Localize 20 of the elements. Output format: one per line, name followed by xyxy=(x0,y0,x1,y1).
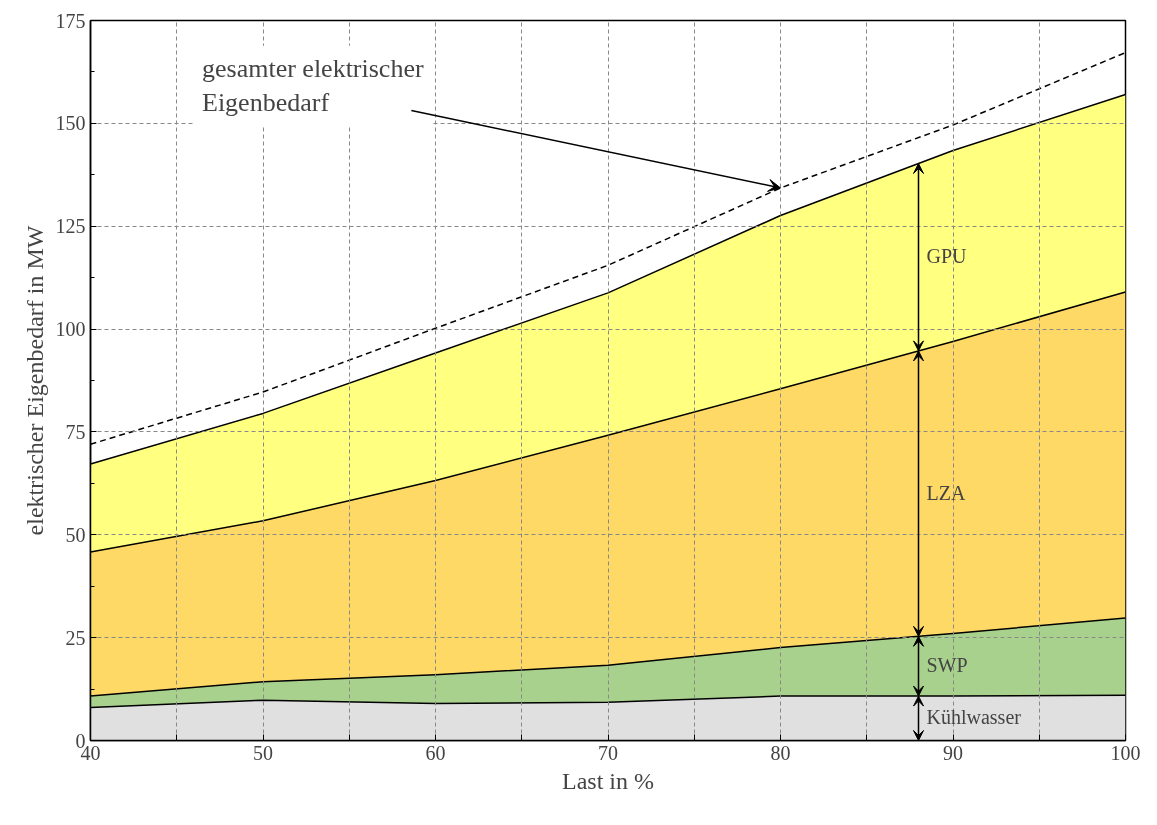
y-tick-label: 150 xyxy=(55,112,86,135)
x-tick-label: 50 xyxy=(253,741,273,764)
legend-label: SWP xyxy=(926,654,968,677)
x-tick-label: 80 xyxy=(770,741,791,764)
y-tick-label: 25 xyxy=(65,626,86,649)
x-tick-label: 90 xyxy=(943,741,963,764)
series-label: GPU xyxy=(926,245,968,268)
y-axis-title: elektrischer Eigenbedarf in MW xyxy=(21,225,48,536)
y-tick-label: 125 xyxy=(55,215,86,238)
legend-label: Kühlwasser xyxy=(926,706,1022,729)
x-tick-label: 70 xyxy=(598,741,618,764)
series-label: LZA xyxy=(926,481,966,504)
y-tick-label: 50 xyxy=(65,523,86,546)
x-tick-label: 60 xyxy=(425,741,446,764)
y-tick-label: 100 xyxy=(55,318,86,341)
y-tick-label: 175 xyxy=(55,9,86,32)
x-axis-title: Last in % xyxy=(562,767,654,794)
x-tick-label: 100 xyxy=(1110,741,1141,764)
y-tick-label: 75 xyxy=(65,420,86,443)
annotation: gesamter elektrischer Eigenbedarf xyxy=(202,53,424,118)
